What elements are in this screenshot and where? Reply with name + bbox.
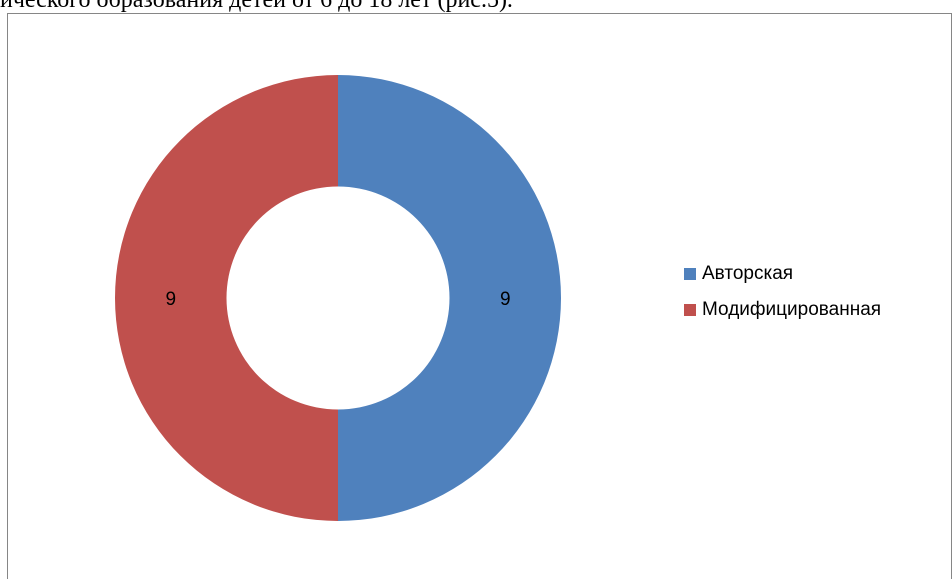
legend-item-1: Авторская	[684, 260, 881, 288]
slice-value-label-1: 9	[500, 289, 511, 310]
doughnut-slice-1	[338, 75, 561, 521]
chart-legend: Авторская Модифицированная	[684, 260, 881, 332]
legend-swatch-1	[684, 268, 696, 280]
doughnut-slice-2	[115, 75, 338, 521]
legend-swatch-2	[684, 304, 696, 316]
document-text-line: ического образования детей от 6 до 18 ле…	[0, 0, 513, 13]
slice-value-label-2: 9	[165, 289, 176, 310]
legend-label-1: Авторская	[702, 263, 794, 284]
legend-label-2: Модифицированная	[702, 299, 882, 320]
legend-item-2: Модифицированная	[684, 296, 881, 324]
